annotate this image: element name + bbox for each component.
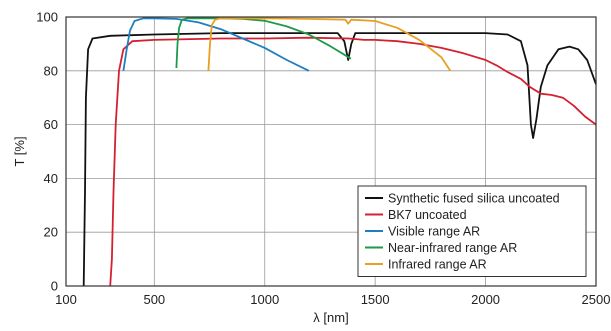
y-axis-label: T [%] (12, 136, 27, 166)
legend-entry-3: Near-infrared range AR (388, 241, 517, 255)
x-tick-label: 1500 (361, 292, 390, 307)
y-tick-label: 100 (36, 10, 58, 25)
series-layer (82, 17, 597, 287)
x-tick-label: 500 (143, 292, 165, 307)
legend: Synthetic fused silica uncoated BK7 uncoa… (357, 185, 587, 277)
series-line-1 (109, 36, 597, 287)
y-tick-label: 20 (44, 225, 58, 240)
y-tick-label: 80 (44, 63, 58, 78)
y-tick-label: 60 (44, 117, 58, 132)
x-axis-label: λ [nm] (313, 310, 348, 325)
tick-labels: 100 500 1000 1500 2000 2500 0 20 40 60 80 100 (36, 10, 610, 308)
legend-entry-0: Synthetic fused silica uncoated (388, 192, 560, 206)
series-line-0 (82, 32, 597, 287)
legend-entry-4: Infrared range AR (388, 258, 487, 272)
y-tick-label: 40 (44, 171, 58, 186)
x-tick-label: 100 (55, 292, 77, 307)
plot-frame (65, 16, 597, 287)
x-tick-label: 2000 (471, 292, 500, 307)
series-line-2 (122, 17, 310, 72)
legend-entry-1: BK7 uncoated (388, 208, 467, 222)
legend-box (357, 185, 587, 277)
legend-entry-2: Visible range AR (388, 225, 480, 239)
x-tick-label: 2500 (582, 292, 611, 307)
x-tick-label: 1000 (250, 292, 279, 307)
series-line-4 (207, 17, 452, 72)
y-tick-label: 0 (51, 279, 58, 294)
